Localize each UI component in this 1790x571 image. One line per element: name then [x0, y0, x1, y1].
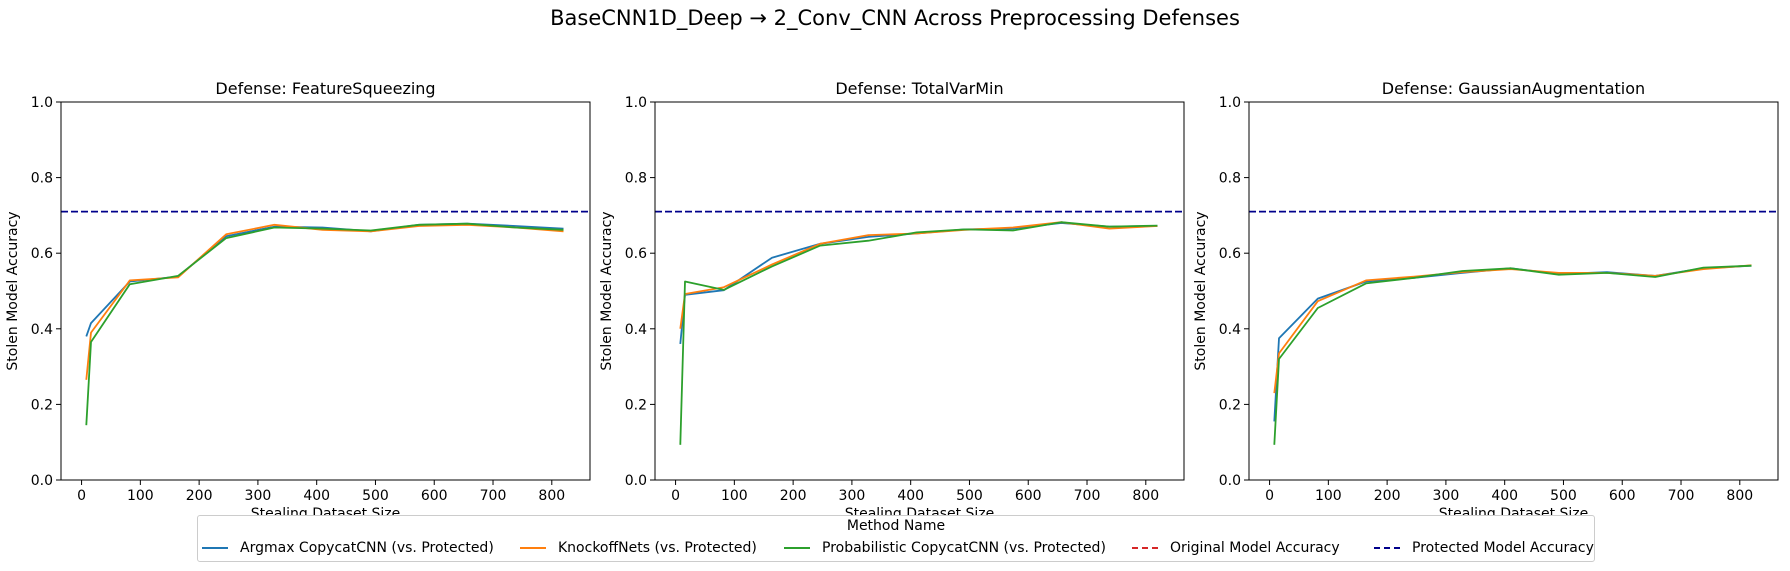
y-tick-label: 0.8: [1219, 171, 1241, 187]
x-tick-label: 100: [1315, 488, 1342, 504]
x-tick-label: 700: [480, 488, 507, 504]
x-tick-label: 400: [1491, 488, 1518, 504]
chart-panel-3: Defense: GaussianAugmentation Stolen Mode…: [1193, 79, 1779, 522]
x-tick-label: 400: [303, 488, 330, 504]
x-tick-label: 500: [956, 488, 983, 504]
x-tick-label: 400: [897, 488, 924, 504]
legend-label-protected-model-accuracy: Protected Model Accuracy: [1412, 540, 1594, 556]
x-tick-label: 800: [538, 488, 565, 504]
legend-line-argmax-copycatcnn: [202, 547, 228, 549]
chart-title: Defense: FeatureSqueezing: [215, 79, 435, 98]
legend-item-protected-model-accuracy: Protected Model Accuracy: [1374, 540, 1594, 556]
figure-title: BaseCNN1D_Deep → 2_Conv_CNN Across Prepr…: [550, 6, 1240, 31]
legend-item-probabilistic-copycatcnn: Probabilistic CopycatCNN (vs. Protected): [784, 540, 1106, 556]
legend-label-knockoffnets: KnockoffNets (vs. Protected): [558, 540, 757, 556]
series-line-knockoffnets-vs-protected: [1273, 264, 1752, 394]
y-tick-label: 0.2: [1219, 397, 1241, 413]
y-tick-label: 0.4: [625, 322, 647, 338]
plot-frame: [654, 101, 1185, 481]
y-tick-label: 0.4: [1219, 322, 1241, 338]
plot-frame: [1248, 101, 1779, 481]
x-tick-label: 500: [362, 488, 389, 504]
legend-title: Method Name: [846, 518, 946, 534]
legend-label-probabilistic-copycatcnn: Probabilistic CopycatCNN (vs. Protected): [822, 540, 1106, 556]
y-axis-label: Stolen Model Accuracy: [5, 211, 21, 370]
y-axis-label: Stolen Model Accuracy: [599, 211, 615, 370]
x-tick-label: 800: [1132, 488, 1159, 504]
y-tick-label: 1.0: [31, 95, 53, 111]
x-tick-label: 800: [1726, 488, 1753, 504]
y-axis-label: Stolen Model Accuracy: [1193, 211, 1209, 370]
legend-line-protected-model-accuracy: [1374, 547, 1400, 549]
legend-item-original-model-accuracy: Original Model Accuracy: [1132, 540, 1340, 556]
x-tick-label: 300: [245, 488, 272, 504]
series-line-probabilistic-copycatcnn-vs-protected: [679, 221, 1158, 445]
x-tick-label: 200: [1374, 488, 1401, 504]
x-tick-label: 0: [671, 488, 680, 504]
y-tick-label: 0.6: [1219, 246, 1241, 262]
x-tick-label: 100: [721, 488, 748, 504]
chart-panel-1: Defense: FeatureSqueezing Stolen Model Ac…: [5, 79, 591, 522]
plot-frame: [60, 101, 591, 481]
x-tick-label: 700: [1074, 488, 1101, 504]
y-tick-label: 0.6: [625, 246, 647, 262]
x-tick-label: 300: [839, 488, 866, 504]
chart-title: Defense: GaussianAugmentation: [1382, 79, 1645, 98]
legend-item-argmax-copycatcnn: Argmax CopycatCNN (vs. Protected): [202, 540, 494, 556]
legend-line-probabilistic-copycatcnn: [784, 547, 810, 549]
series-line-probabilistic-copycatcnn-vs-protected: [1273, 264, 1752, 445]
x-tick-label: 600: [421, 488, 448, 504]
x-tick-label: 0: [1265, 488, 1274, 504]
x-tick-label: 700: [1668, 488, 1695, 504]
y-tick-label: 1.0: [1219, 95, 1241, 111]
y-tick-label: 0.2: [625, 397, 647, 413]
legend-line-original-model-accuracy: [1132, 547, 1158, 549]
legend: Method Name Argmax CopycatCNN (vs. Prote…: [197, 515, 1595, 562]
legend-line-knockoffnets: [520, 547, 546, 549]
x-tick-label: 500: [1550, 488, 1577, 504]
y-tick-label: 0.8: [31, 171, 53, 187]
x-tick-label: 0: [77, 488, 86, 504]
series-line-argmax-copycatcnn-vs-protected: [679, 222, 1158, 344]
y-tick-label: 0.4: [31, 322, 53, 338]
y-tick-label: 0.0: [625, 473, 647, 489]
y-tick-label: 0.8: [625, 171, 647, 187]
x-tick-label: 200: [186, 488, 213, 504]
y-tick-label: 0.0: [31, 473, 53, 489]
y-tick-label: 0.0: [1219, 473, 1241, 489]
legend-label-original-model-accuracy: Original Model Accuracy: [1170, 540, 1340, 556]
x-tick-label: 100: [127, 488, 154, 504]
chart-title: Defense: TotalVarMin: [835, 79, 1003, 98]
chart-panel-2: Defense: TotalVarMin Stolen Model Accurac…: [599, 79, 1185, 522]
y-tick-label: 0.6: [31, 246, 53, 262]
x-tick-label: 600: [1015, 488, 1042, 504]
series-line-probabilistic-copycatcnn-vs-protected: [85, 222, 564, 426]
x-tick-label: 600: [1609, 488, 1636, 504]
y-tick-label: 0.2: [31, 397, 53, 413]
x-tick-label: 200: [780, 488, 807, 504]
y-tick-label: 1.0: [625, 95, 647, 111]
legend-label-argmax-copycatcnn: Argmax CopycatCNN (vs. Protected): [240, 540, 494, 556]
legend-item-knockoffnets: KnockoffNets (vs. Protected): [520, 540, 757, 556]
x-tick-label: 300: [1433, 488, 1460, 504]
series-line-knockoffnets-vs-protected: [85, 223, 564, 380]
